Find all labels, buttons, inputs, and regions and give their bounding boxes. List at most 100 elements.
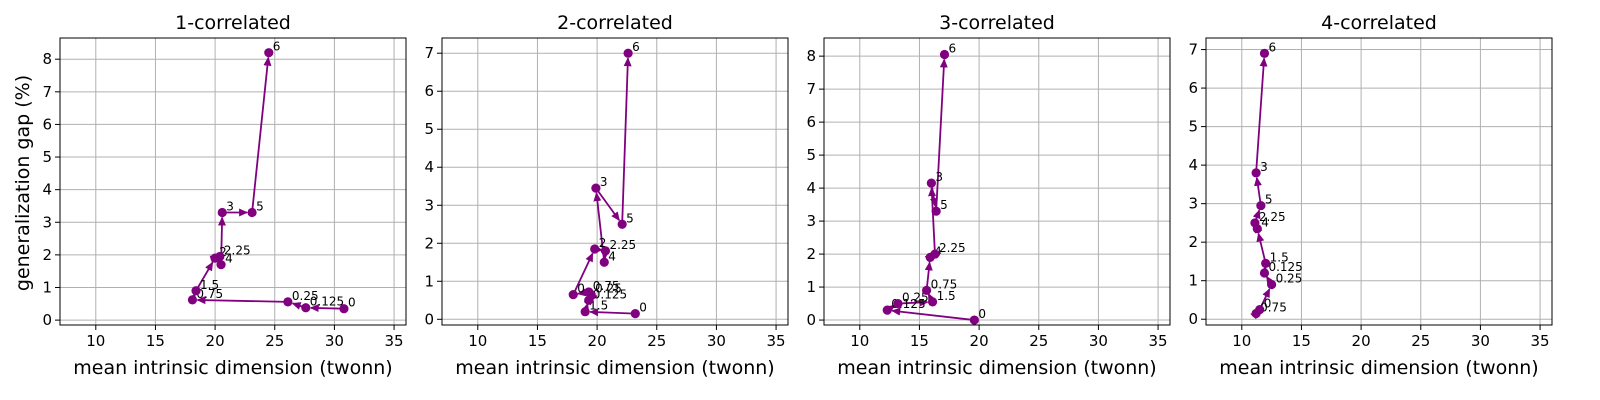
- y-tick-label: 2: [806, 245, 816, 263]
- axes-frame: [1205, 37, 1553, 326]
- data-point: [1251, 168, 1261, 178]
- x-tick-label: 15: [910, 332, 929, 350]
- series-arrow: [251, 56, 272, 213]
- axes-frame: [59, 37, 407, 326]
- data-point: [339, 304, 349, 314]
- data-point: [926, 178, 936, 188]
- y-tick-label: 8: [42, 50, 52, 68]
- x-tick-label: 25: [1411, 332, 1430, 350]
- data-point: [591, 183, 601, 193]
- series-arrow: [935, 58, 948, 212]
- y-tick-label: 5: [806, 146, 816, 164]
- data-label: 3: [1260, 160, 1268, 174]
- series-arrow: [924, 261, 933, 291]
- data-point: [283, 297, 293, 307]
- series-arrow: [589, 308, 636, 317]
- y-tick-label: 0: [424, 310, 434, 328]
- data-label: 5: [940, 198, 948, 212]
- data-label: 2.25: [1259, 210, 1286, 224]
- data-label: 1.5: [1270, 250, 1289, 264]
- data-point: [1255, 304, 1265, 315]
- y-tick-label: 0: [42, 311, 52, 329]
- y-tick-label: 3: [424, 196, 434, 214]
- data-label: 5: [256, 199, 264, 213]
- data-point: [1256, 200, 1266, 211]
- chart-title: 4-correlated: [1321, 12, 1437, 34]
- x-tick-label: 20: [1352, 332, 1371, 350]
- data-label: 0.25: [902, 291, 929, 305]
- data-point: [590, 244, 600, 254]
- data-label: 2: [219, 245, 227, 259]
- data-label: 5: [626, 211, 634, 225]
- y-tick-label: 4: [424, 158, 434, 176]
- data-label: 0: [348, 296, 356, 310]
- data-point: [568, 289, 578, 300]
- axes-frame: [441, 37, 789, 326]
- y-tick-label: 3: [806, 212, 816, 230]
- data-point: [301, 303, 311, 313]
- series-arrow: [309, 304, 344, 313]
- data-label: 0.25: [595, 282, 622, 296]
- x-tick-label: 10: [850, 332, 869, 350]
- y-tick-label: 1: [806, 278, 816, 296]
- x-tick-label: 30: [325, 332, 344, 350]
- data-label: 0.75: [1260, 300, 1287, 314]
- x-axis-label: mean intrinsic dimension (twonn): [1219, 357, 1538, 379]
- data-point: [580, 307, 590, 317]
- data-label: 4: [225, 252, 233, 266]
- data-label: 3: [226, 199, 234, 213]
- x-tick-label: 15: [1292, 332, 1311, 350]
- y-tick-label: 7: [1188, 41, 1198, 59]
- data-label: 4: [608, 249, 616, 263]
- y-tick-label: 7: [42, 83, 52, 101]
- data-label: 1.5: [589, 299, 608, 313]
- x-axis-label: mean intrinsic dimension (twonn): [73, 357, 392, 379]
- series-arrow: [572, 252, 594, 295]
- x-tick-label: 20: [206, 332, 225, 350]
- y-tick-label: 1: [1188, 272, 1198, 290]
- x-tick-label: 10: [86, 332, 105, 350]
- y-tick-label: 6: [42, 115, 52, 133]
- x-tick-label: 20: [588, 332, 607, 350]
- x-tick-label: 30: [707, 332, 726, 350]
- data-label: 2.25: [609, 238, 636, 252]
- x-tick-label: 15: [528, 332, 547, 350]
- data-point: [893, 298, 903, 309]
- y-tick-label: 4: [806, 179, 816, 197]
- data-label: 1.5: [200, 278, 219, 292]
- data-point: [1267, 279, 1277, 290]
- data-point: [1261, 258, 1271, 268]
- series-arrow: [891, 307, 975, 321]
- data-label: 6: [273, 40, 281, 54]
- series-arrow: [621, 57, 632, 225]
- data-label: 0.75: [196, 287, 223, 301]
- data-point: [630, 308, 640, 319]
- series-arrow: [195, 261, 214, 292]
- y-tick-label: 8: [806, 47, 816, 65]
- series-arrow: [196, 296, 288, 305]
- data-label: 3: [935, 170, 943, 184]
- data-label: 6: [632, 40, 640, 54]
- data-point: [187, 295, 198, 305]
- chart-title: 1-correlated: [175, 12, 291, 34]
- data-point: [623, 48, 633, 58]
- y-tick-label: 4: [1188, 156, 1198, 174]
- x-tick-label: 30: [1471, 332, 1490, 350]
- x-tick-label: 30: [1089, 332, 1108, 350]
- data-label: 0: [639, 301, 647, 315]
- y-tick-label: 6: [424, 82, 434, 100]
- series-arrow: [1254, 176, 1262, 206]
- data-label: 0.125: [593, 287, 627, 301]
- x-tick-label: 10: [468, 332, 487, 350]
- y-tick-label: 5: [424, 120, 434, 138]
- y-tick-label: 2: [42, 246, 52, 264]
- y-tick-label: 3: [42, 213, 52, 231]
- x-tick-label: 15: [146, 332, 165, 350]
- data-point: [930, 249, 940, 259]
- data-point: [216, 260, 226, 270]
- x-tick-label: 35: [1149, 332, 1168, 350]
